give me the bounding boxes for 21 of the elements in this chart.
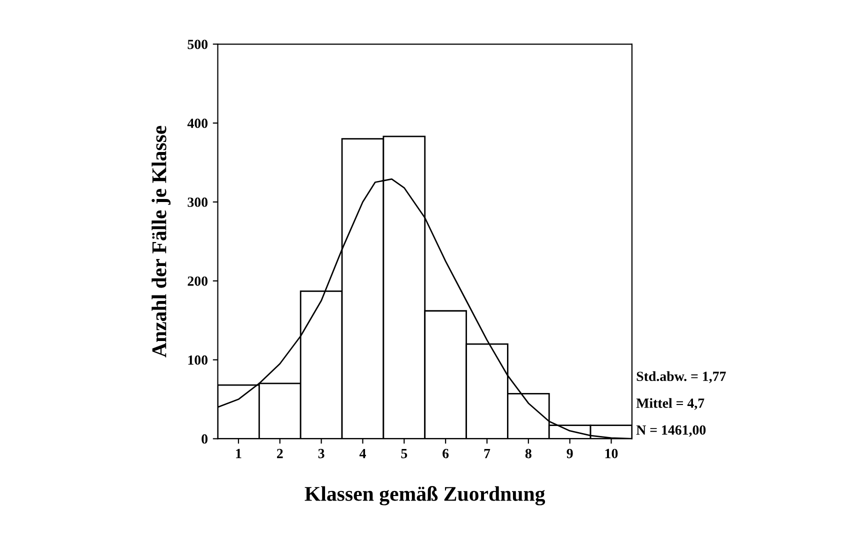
x-tick-label: 5 [401,448,408,458]
x-tick-label: 9 [566,448,573,458]
x-tick-label: 6 [442,448,449,458]
x-tick-label: 8 [525,448,532,458]
x-tick-label: 3 [318,448,324,458]
y-axis-title: Anzahl der Fälle je Klasse [152,126,171,358]
x-tick-label: 10 [605,448,618,458]
x-tick-label: 7 [484,448,490,458]
x-axis-title: Klassen gemäß Zuordnung [304,486,546,506]
x-tick-label: 4 [359,448,366,458]
y-tick-label: 500 [188,40,208,50]
y-tick-label: 200 [188,276,208,286]
text: Std.abw. = 1,77 [636,371,726,384]
x-tick-label: 1 [236,448,242,458]
y-tick-label: 100 [188,355,208,365]
y-tick-label: 300 [188,198,208,207]
text: Mittel = 4,7 [636,398,704,410]
x-tick-label: 2 [277,448,283,458]
text: N = 1461,00 [636,425,706,437]
y-tick-label: 0 [202,434,208,444]
y-tick-label: 400 [187,118,208,128]
